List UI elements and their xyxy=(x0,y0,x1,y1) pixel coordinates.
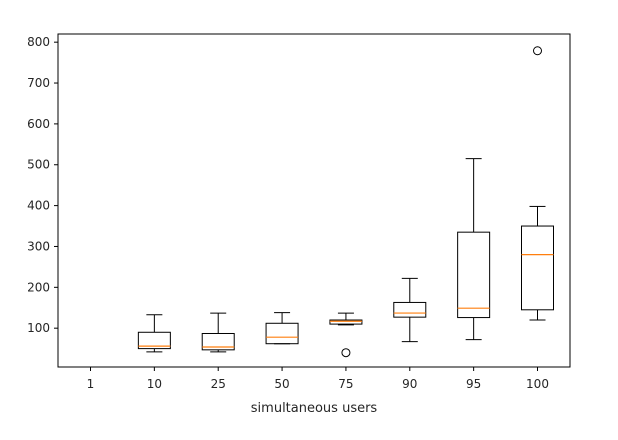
box-75 xyxy=(329,312,363,358)
box-95 xyxy=(457,158,491,341)
x-tick-label: 75 xyxy=(338,377,353,391)
outlier-point xyxy=(341,348,351,358)
y-tick-label: 200 xyxy=(27,280,50,294)
plot-area-frame xyxy=(57,33,571,368)
y-tick-label: 700 xyxy=(27,76,50,90)
y-tick-label: 500 xyxy=(27,158,50,172)
y-tick-label: 600 xyxy=(27,117,50,131)
box-body xyxy=(393,301,427,318)
box-50 xyxy=(265,312,299,345)
box-90 xyxy=(393,277,427,343)
box-body xyxy=(137,331,171,350)
x-tick-label: 1 xyxy=(87,377,95,391)
outlier-point xyxy=(533,46,542,56)
x-tick-label: 100 xyxy=(526,377,549,391)
box-body xyxy=(201,332,235,351)
box-body xyxy=(521,225,554,311)
x-tick-label: 25 xyxy=(211,377,226,391)
x-tick-label: 10 xyxy=(147,377,162,391)
box-100 xyxy=(521,46,554,321)
x-tick-label: 95 xyxy=(466,377,481,391)
x-axis: 1 10 25 50 75 90 95 100 xyxy=(87,367,549,391)
box-body xyxy=(329,319,363,325)
box-25 xyxy=(201,312,235,353)
y-axis: 100 200 300 400 500 600 700 800 xyxy=(27,35,58,335)
plot-content xyxy=(137,46,554,358)
box-10 xyxy=(137,314,171,353)
y-tick-label: 400 xyxy=(27,199,50,213)
y-tick-label: 100 xyxy=(27,321,50,335)
x-tick-label: 90 xyxy=(402,377,417,391)
y-tick-label: 300 xyxy=(27,239,50,253)
y-tick-label: 800 xyxy=(27,35,50,49)
x-tick-label: 50 xyxy=(274,377,289,391)
box-body xyxy=(265,322,299,345)
box-body xyxy=(457,231,491,319)
x-axis-label: simultaneous users xyxy=(251,401,378,416)
